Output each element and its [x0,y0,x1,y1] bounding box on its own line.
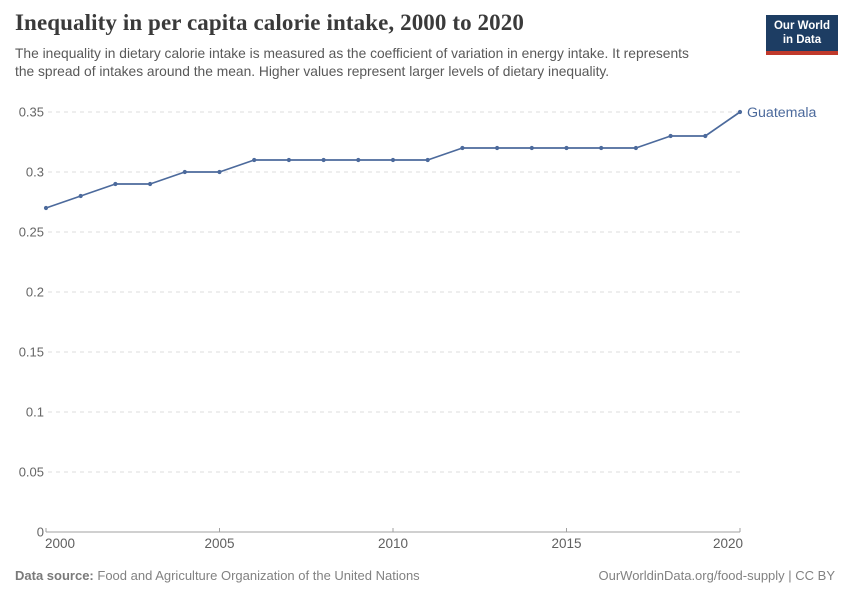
data-point[interactable] [564,145,569,151]
x-axis-tick-label: 2020 [713,536,743,551]
data-point[interactable] [252,157,257,163]
data-point[interactable] [668,133,673,139]
owid-logo[interactable]: Our World in Data [765,15,838,55]
data-point[interactable] [599,145,604,151]
y-axis-tick-label: 0.1 [26,405,44,420]
data-point[interactable] [529,145,534,151]
chart-subtitle-line-2: the spread of intakes around the mean. H… [15,63,610,79]
chart-title: Inequality in per capita calorie intake,… [15,10,524,35]
chart-footer: Data source: Food and Agriculture Organi… [15,568,835,583]
data-source: Data source: Food and Agriculture Organi… [15,568,420,583]
data-point[interactable] [321,157,326,163]
x-axis-tick-label: 2005 [204,536,234,551]
data-point[interactable] [78,193,83,199]
y-axis-tick-label: 0.3 [26,165,44,180]
data-point[interactable] [43,205,49,211]
chart-header: Inequality in per capita calorie intake,… [15,10,765,80]
data-point[interactable] [633,145,639,151]
data-point[interactable] [182,169,187,175]
data-point[interactable] [217,169,222,175]
y-axis-tick-label: 0.05 [19,465,44,480]
data-point[interactable] [495,145,500,151]
x-axis-tick-label: 2010 [378,536,408,551]
y-axis-tick-label: 0.15 [19,345,44,360]
line-chart[interactable]: 0 0.05 0.1 0.15 0.2 0.25 0.3 0.35 2000 2005 2010 20… [0,95,850,575]
x-axis-tick-label: 2000 [45,536,75,551]
data-point[interactable] [737,109,743,115]
series-end-label[interactable]: Guatemala [747,105,817,121]
logo-text-line-1: Our World [773,20,830,32]
y-axis-tick-label: 0 [37,525,44,540]
logo-text-line-2: in Data [782,33,822,46]
y-axis-tick-label: 0.35 [19,105,44,120]
data-point[interactable] [113,181,118,187]
data-point[interactable] [390,157,396,163]
data-source-label: Data source: [15,568,94,583]
data-source-text: Food and Agriculture Organization of the… [97,568,420,583]
data-point[interactable] [703,133,708,139]
data-point[interactable] [356,157,361,163]
data-point[interactable] [148,181,153,187]
data-point[interactable] [286,157,291,163]
data-point[interactable] [460,145,465,151]
y-axis-tick-label: 0.2 [26,285,44,300]
data-point[interactable] [425,157,430,163]
chart-subtitle-line-1: The inequality in dietary calorie intake… [15,46,689,61]
credit-link[interactable]: OurWorldinData.org/food-supply | CC BY [598,568,835,583]
x-axis-tick-label: 2015 [551,536,581,551]
y-axis-tick-label: 0.25 [19,225,44,240]
